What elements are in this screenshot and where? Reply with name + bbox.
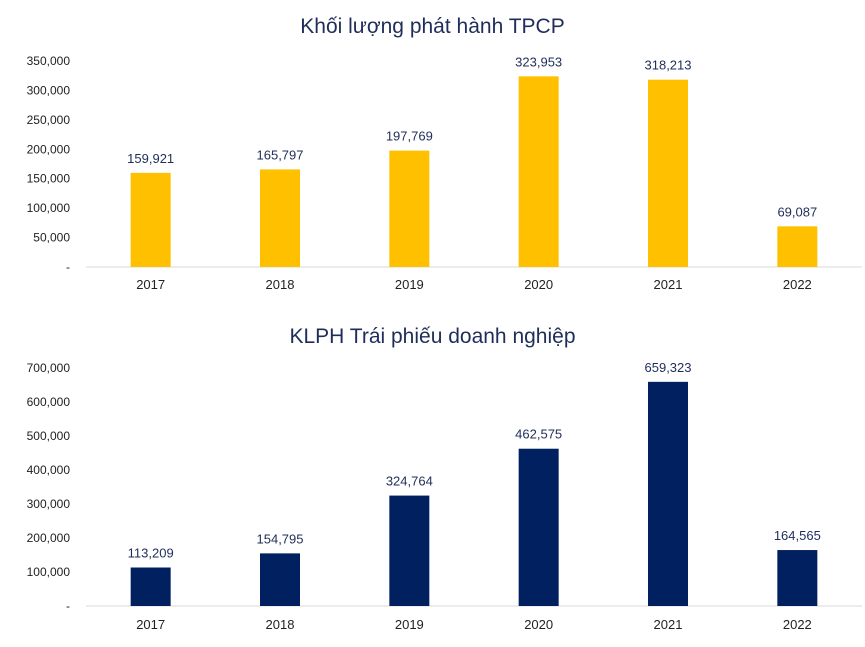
y-tick-label: 100,000	[27, 565, 71, 579]
data-label: 69,087	[777, 204, 817, 219]
y-tick-label: 50,000	[33, 231, 70, 245]
data-label: 659,323	[645, 360, 692, 375]
bar	[389, 495, 430, 606]
chart-title: KLPH Trái phiếu doanh nghiệp	[289, 325, 576, 348]
chart-title: Khối lượng phát hành TPCP	[300, 15, 565, 38]
y-tick-label: 300,000	[27, 83, 71, 97]
y-tick-label: 700,000	[27, 361, 71, 375]
x-tick-label: 2018	[266, 277, 295, 292]
y-tick-label: -	[66, 260, 70, 274]
y-tick-label: -	[66, 599, 70, 613]
bar	[648, 79, 688, 267]
data-label: 323,953	[515, 54, 562, 69]
bar	[260, 169, 300, 267]
x-tick-label: 2019	[395, 617, 424, 632]
y-tick-label: 200,000	[27, 142, 71, 156]
y-tick-label: 350,000	[27, 54, 71, 68]
data-label: 324,764	[386, 474, 433, 489]
x-tick-label: 2021	[654, 617, 683, 632]
corporate-bond-chart-plot: - 100,000 200,000 300,000 400,000 500,000 600,…	[27, 360, 862, 632]
data-label: 154,795	[257, 531, 304, 546]
bar	[130, 172, 171, 267]
bar	[518, 76, 559, 267]
x-tick-label: 2017	[136, 617, 165, 632]
data-label: 164,565	[774, 528, 821, 543]
y-tick-label: 150,000	[27, 172, 71, 186]
data-label: 462,575	[515, 427, 562, 442]
x-tick-label: 2022	[783, 277, 812, 292]
y-tick-label: 200,000	[27, 531, 71, 545]
bar	[648, 381, 688, 606]
data-label: 165,797	[257, 147, 304, 162]
data-label: 318,213	[645, 58, 692, 73]
x-tick-label: 2022	[783, 617, 812, 632]
bar	[130, 567, 171, 606]
y-tick-label: 300,000	[27, 497, 71, 511]
bar	[518, 448, 559, 606]
tpcp-issuance-chart: Khối lượng phát hành TPCP - 50,000 100,000…	[0, 0, 865, 305]
data-label: 113,209	[128, 546, 174, 561]
bar	[260, 553, 300, 606]
y-tick-label: 500,000	[27, 429, 71, 443]
bar	[777, 226, 818, 267]
tpcp-chart-plot: - 50,000 100,000 150,000 200,000 250,000 300,0…	[27, 54, 862, 292]
y-tick-label: 600,000	[27, 395, 71, 409]
data-label: 159,921	[127, 151, 174, 166]
data-label: 197,769	[386, 129, 433, 144]
corporate-bond-chart: KLPH Trái phiếu doanh nghiệp - 100,000 200…	[0, 318, 865, 647]
x-tick-label: 2017	[136, 277, 165, 292]
bar	[777, 550, 818, 606]
y-tick-label: 100,000	[27, 201, 71, 215]
x-tick-label: 2020	[524, 617, 553, 632]
x-tick-label: 2018	[266, 617, 295, 632]
x-tick-label: 2020	[524, 277, 553, 292]
bar	[389, 150, 430, 267]
y-tick-label: 250,000	[27, 113, 71, 127]
x-tick-label: 2021	[654, 277, 683, 292]
x-tick-label: 2019	[395, 277, 424, 292]
y-tick-label: 400,000	[27, 463, 71, 477]
